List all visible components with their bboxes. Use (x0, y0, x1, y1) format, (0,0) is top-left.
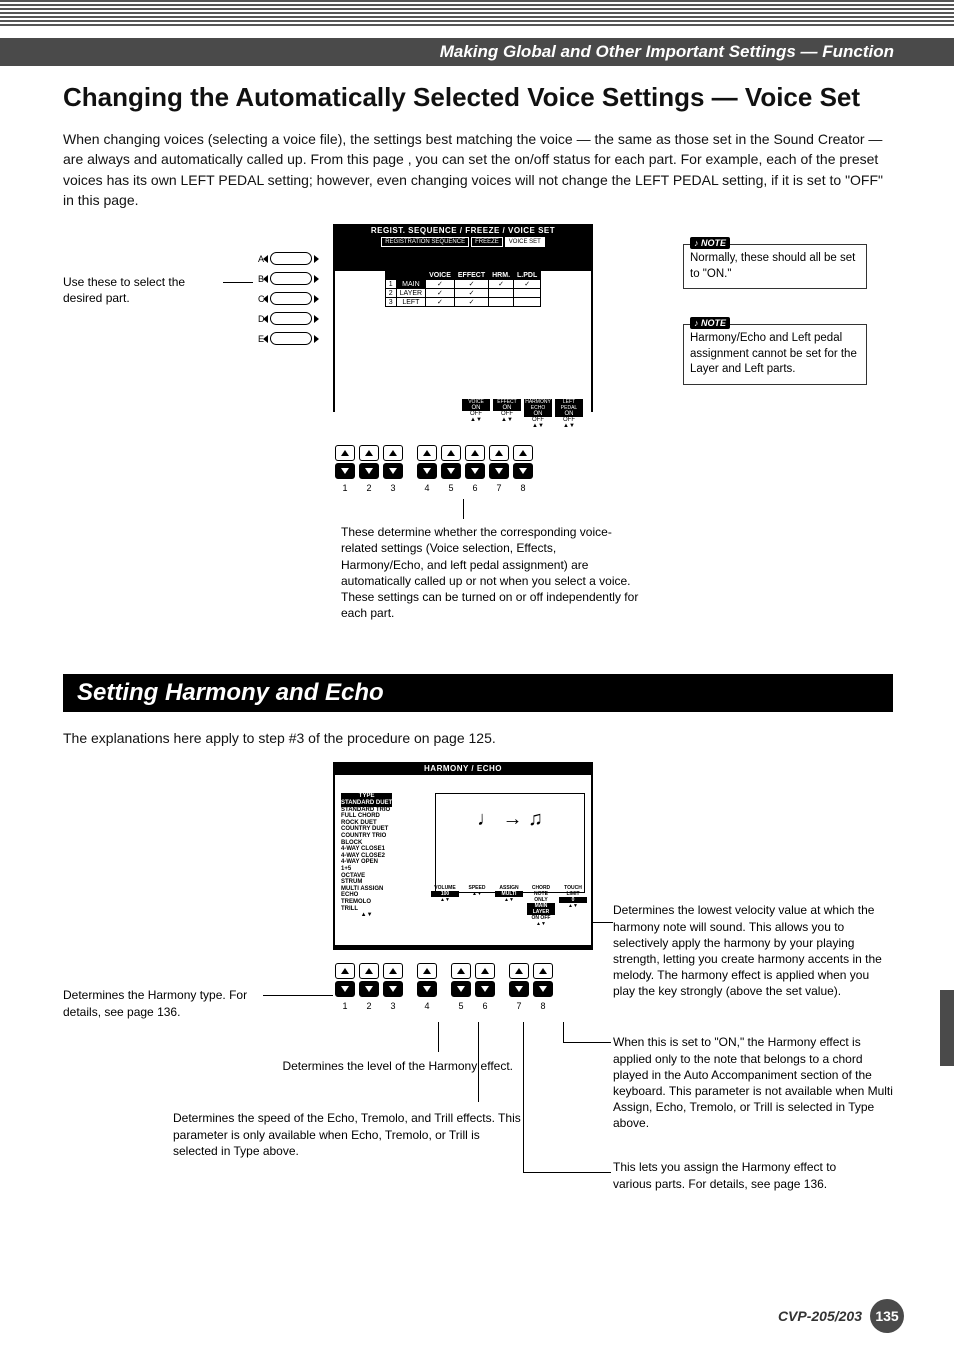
footer-model: CVP-205/203 (778, 1308, 862, 1324)
lcd-tab-active: VOICE SET (505, 237, 545, 247)
lcd-harmony-params: VOLUME100▲▼SPEED▲▼ASSIGNMULTI▲▼CHORD NOT… (431, 885, 587, 927)
updown-button-6[interactable]: 6 (475, 962, 495, 1011)
lcd-type-list: TYPE STANDARD DUETSTANDARD TRIOFULL CHOR… (341, 793, 392, 918)
note-box-2: NOTE Harmony/Echo and Left pedal assignm… (683, 324, 867, 385)
annot-chord-note: When this is set to "ON," the Harmony ef… (613, 1034, 893, 1131)
updown-button-6[interactable]: 6 (465, 444, 485, 493)
annot-voiceset-bottom: These determine whether the correspondin… (341, 524, 641, 621)
lcd-screen-harmony: HARMONY / ECHO TYPE STANDARD DUETSTANDAR… (333, 762, 593, 950)
annot-harmony-type: Determines the Harmony type. For details… (63, 987, 263, 1019)
panel-button-e[interactable] (270, 332, 312, 345)
lcd-screen-voiceset: REGIST. SEQUENCE / FREEZE / VOICE SET RE… (333, 224, 593, 412)
updown-button-7[interactable]: 7 (509, 962, 529, 1011)
annot-harmony-volume: Determines the level of the Harmony effe… (213, 1058, 513, 1074)
lcd-tab: FREEZE (471, 237, 503, 247)
note-box-1: NOTE Normally, these should all be set t… (683, 244, 867, 289)
annot-select-part: Use these to select the desired part. (63, 274, 223, 306)
panel-button-d[interactable] (270, 312, 312, 325)
section2-intro: The explanations here apply to step #3 o… (63, 728, 893, 748)
side-tab-marker (940, 990, 954, 1066)
updown-button-2[interactable]: 2 (359, 444, 379, 493)
lcd-harmony-graphic: ♩ → ♫ (435, 793, 585, 893)
section1-title: Changing the Automatically Selected Voic… (63, 82, 893, 113)
updown-button-1[interactable]: 1 (335, 444, 355, 493)
lcd-voiceset-table: VOICEEFFECTHRM.L.PDL 1MAIN✓✓✓✓ 2LAYER✓✓ … (385, 271, 542, 307)
section1-figure: Use these to select the desired part. A … (63, 224, 893, 644)
panel-button-b[interactable] (270, 272, 312, 285)
panel-buttons-bottom: 12345678 (335, 444, 533, 493)
panel-buttons-bottom: 12345678 (335, 962, 553, 1011)
decorative-top-lines (0, 0, 954, 30)
breadcrumb-text: Making Global and Other Important Settin… (0, 38, 954, 66)
breadcrumb-bar: Making Global and Other Important Settin… (0, 38, 954, 66)
updown-button-3[interactable]: 3 (383, 962, 403, 1011)
updown-button-5[interactable]: 5 (451, 962, 471, 1011)
updown-button-5[interactable]: 5 (441, 444, 461, 493)
panel-buttons-left: A B C D E (258, 252, 312, 352)
updown-button-1[interactable]: 1 (335, 962, 355, 1011)
annot-touch-limit: Determines the lowest velocity value at … (613, 902, 893, 999)
updown-button-7[interactable]: 7 (489, 444, 509, 493)
annot-assign: This lets you assign the Harmony effect … (613, 1159, 853, 1191)
updown-button-4[interactable]: 4 (417, 962, 437, 1011)
section2-title-bar: Setting Harmony and Echo (63, 674, 893, 712)
updown-button-8[interactable]: 8 (513, 444, 533, 493)
page-footer: CVP-205/203 135 (778, 1299, 904, 1333)
updown-button-8[interactable]: 8 (533, 962, 553, 1011)
panel-button-a[interactable] (270, 252, 312, 265)
panel-button-c[interactable] (270, 292, 312, 305)
updown-button-3[interactable]: 3 (383, 444, 403, 493)
section2-figure: HARMONY / ECHO TYPE STANDARD DUETSTANDAR… (63, 762, 893, 1282)
lcd-tab: REGISTRATION SEQUENCE (381, 237, 469, 247)
footer-page-number: 135 (870, 1299, 904, 1333)
section1-intro: When changing voices (selecting a voice … (63, 129, 893, 210)
annot-harmony-speed: Determines the speed of the Echo, Tremol… (173, 1110, 523, 1159)
updown-button-4[interactable]: 4 (417, 444, 437, 493)
updown-button-2[interactable]: 2 (359, 962, 379, 1011)
